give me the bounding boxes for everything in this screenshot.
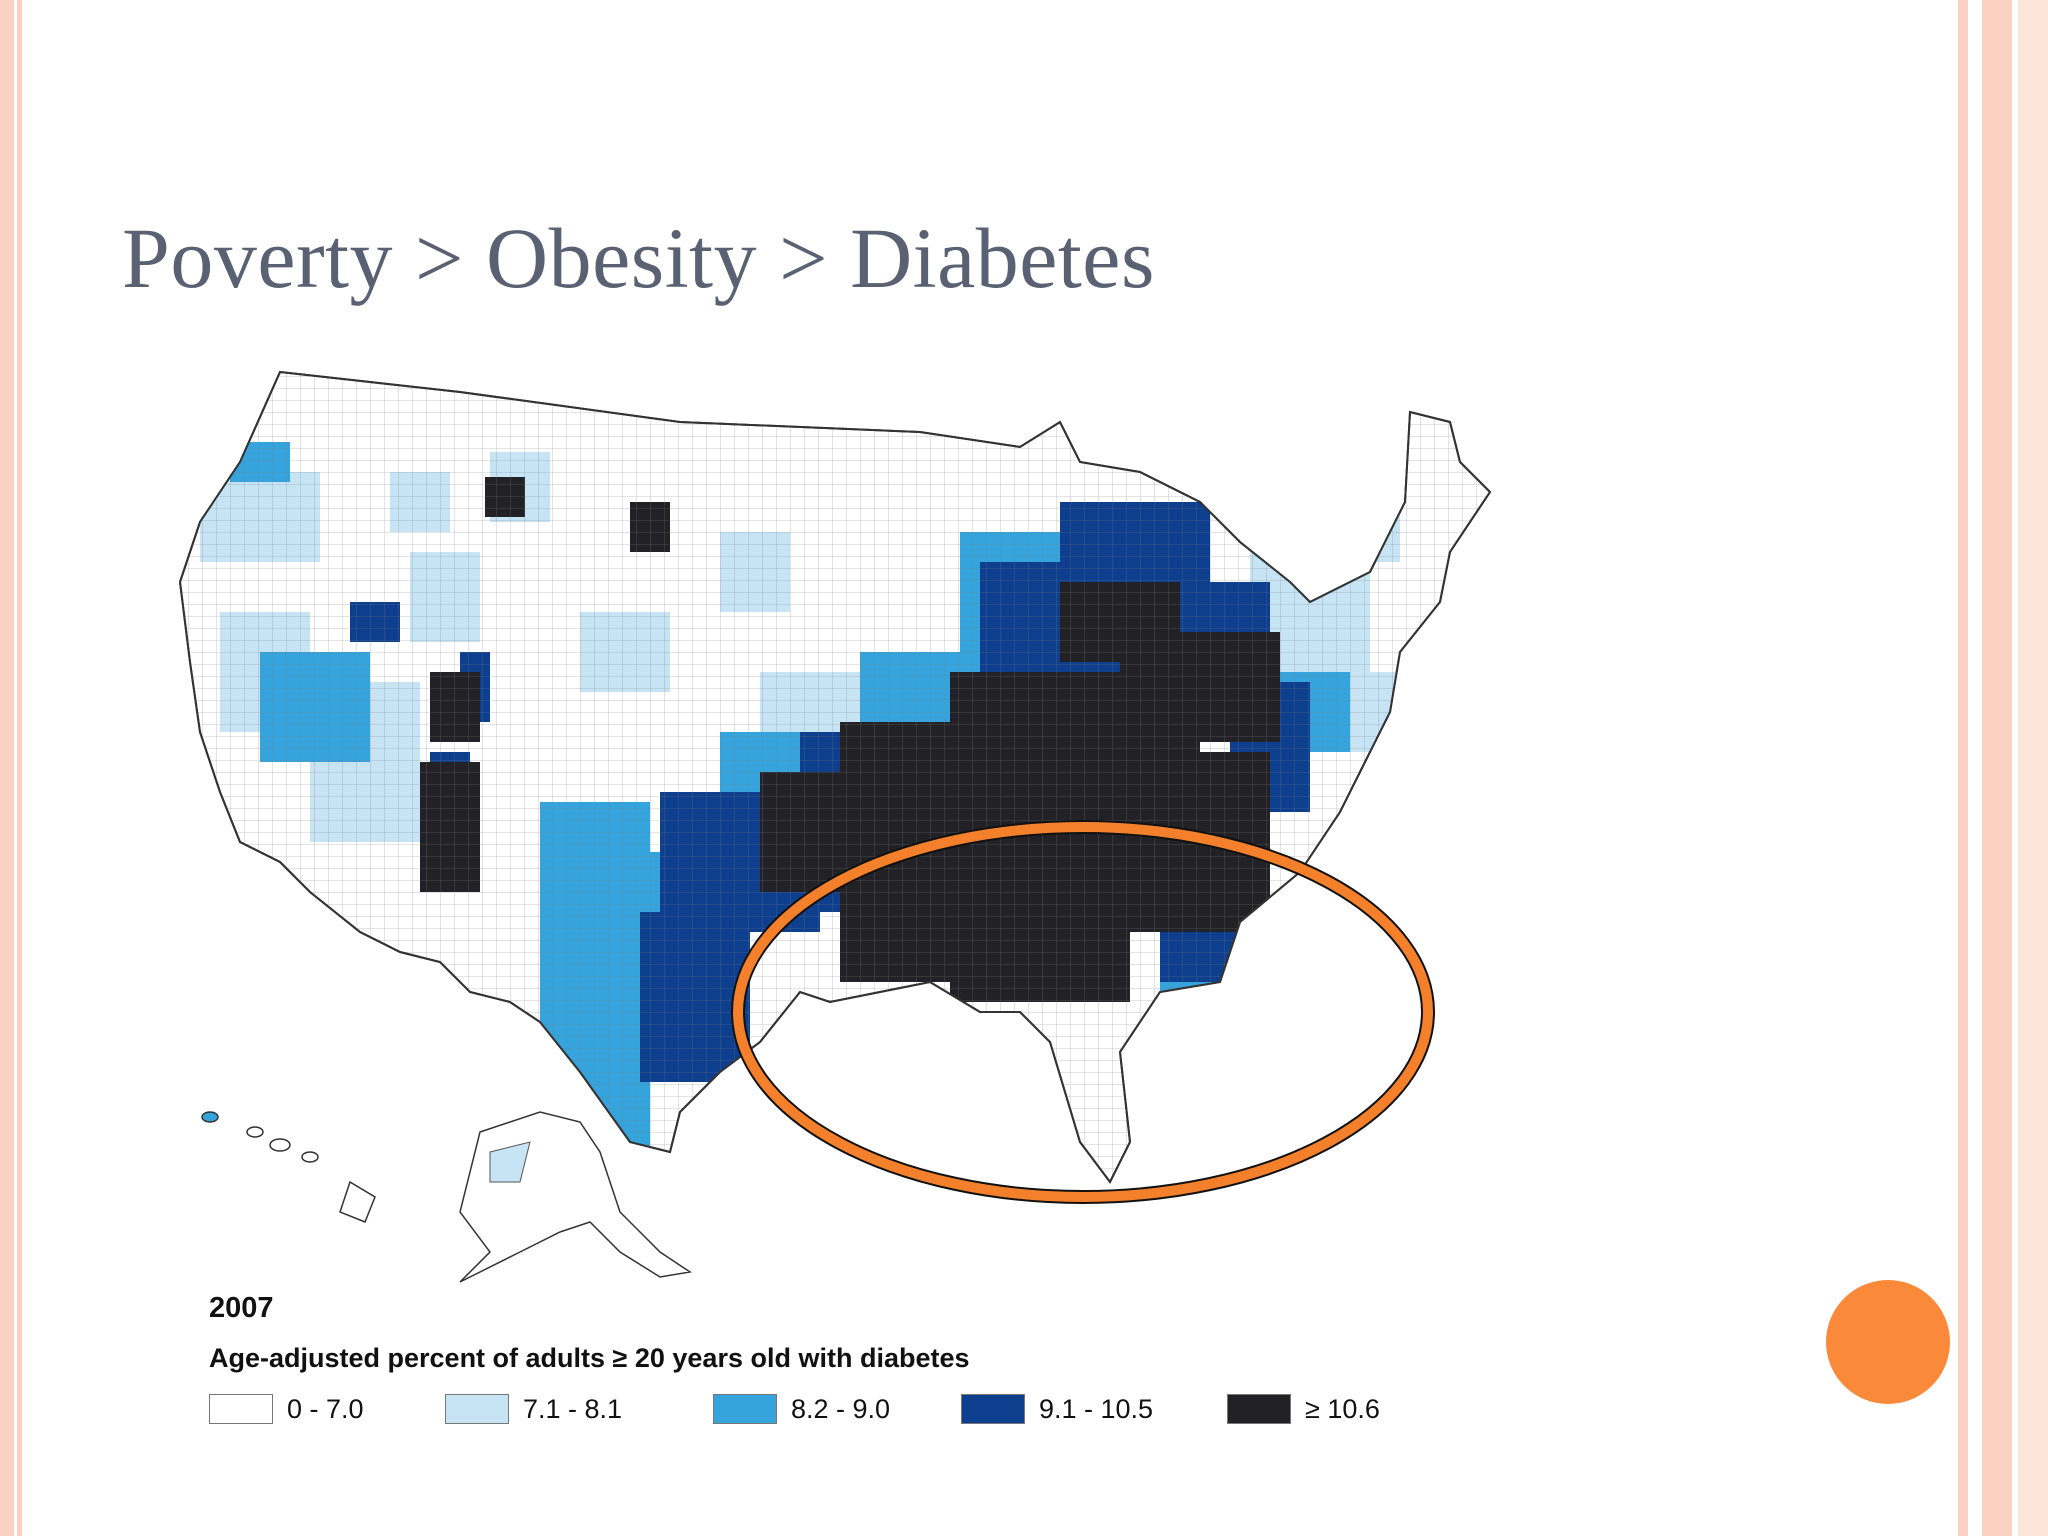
legend-caption: Age-adjusted percent of adults ≥ 20 year… — [209, 1343, 970, 1373]
legend-swatch — [961, 1394, 1025, 1424]
legend-year: 2007 — [209, 1292, 274, 1324]
legend-item-8-2-9-0: 8.2 - 9.0 — [713, 1392, 890, 1426]
hawaii-shape — [201, 1111, 376, 1223]
legend-label: 0 - 7.0 — [287, 1393, 364, 1424]
slide-border-left — [0, 0, 22, 1536]
legend-label: ≥ 10.6 — [1305, 1393, 1380, 1424]
legend: 0 - 7.0 7.1 - 8.1 8.2 - 9.0 9.1 - 10.5 ≥… — [209, 1392, 1409, 1426]
legend-label: 8.2 - 9.0 — [791, 1393, 891, 1424]
us-diabetes-map — [160, 352, 1720, 1312]
legend-item-9-1-10-5: 9.1 - 10.5 — [961, 1392, 1153, 1426]
legend-item-7-1-8-1: 7.1 - 8.1 — [445, 1392, 622, 1426]
legend-swatch — [209, 1394, 273, 1424]
legend-item-0-7: 0 - 7.0 — [209, 1392, 364, 1426]
legend-swatch — [713, 1394, 777, 1424]
legend-label: 7.1 - 8.1 — [523, 1393, 623, 1424]
slide-border-right — [1958, 0, 2048, 1536]
legend-label: 9.1 - 10.5 — [1039, 1393, 1154, 1424]
slide-title: Poverty > Obesity > Diabetes — [122, 210, 1155, 306]
legend-item-10-6-plus: ≥ 10.6 — [1227, 1392, 1380, 1426]
legend-swatch — [445, 1394, 509, 1424]
orange-circle-decoration — [1826, 1280, 1950, 1404]
legend-swatch — [1227, 1394, 1291, 1424]
